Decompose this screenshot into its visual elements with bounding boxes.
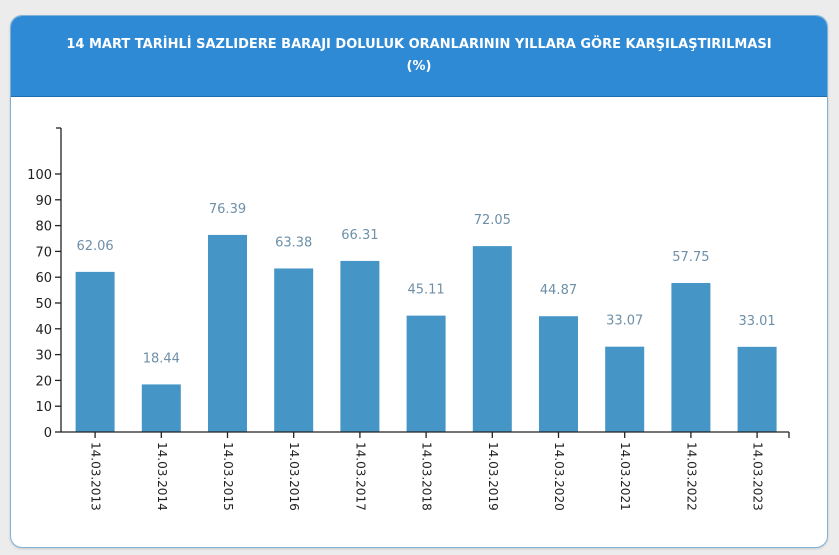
bar-value-label: 76.39	[209, 202, 246, 217]
y-axis: 0 10 20 30 40 50 60 70 80 90 100	[27, 127, 62, 441]
x-tick-label: 14.03.2016	[287, 442, 301, 511]
bar[interactable]	[208, 234, 247, 432]
y-tick-label: 100	[27, 168, 52, 183]
y-tick-label: 80	[35, 220, 52, 235]
bar-value-label: 33.07	[606, 314, 643, 329]
x-tick-label: 14.03.2017	[353, 442, 367, 511]
chart-unit: (%)	[406, 59, 432, 74]
bar[interactable]	[671, 283, 711, 432]
y-tick-label: 70	[35, 245, 52, 260]
bar[interactable]	[340, 260, 380, 432]
bar[interactable]	[406, 315, 446, 432]
bars: 62.06 18.44 76.39 63.38 66.31 45.11 72.05 44.87…	[75, 202, 777, 432]
x-tick-label: 14.03.2019	[486, 442, 500, 511]
y-tick-label: 10	[35, 400, 52, 415]
bar[interactable]	[75, 271, 115, 432]
bar-value-label: 72.05	[474, 213, 511, 228]
bar[interactable]	[605, 346, 645, 432]
bar[interactable]	[141, 384, 181, 432]
y-tick-label: 60	[35, 271, 52, 286]
bar-value-label: 45.11	[407, 283, 444, 298]
y-tick-label: 20	[35, 374, 52, 389]
bar[interactable]	[539, 316, 578, 432]
chart-card: 14 MART TARİHLİ SAZLIDERE BARAJI DOLULUK…	[10, 15, 828, 548]
x-tick-label: 14.03.2015	[221, 442, 235, 511]
bar-value-label: 63.38	[275, 235, 312, 250]
bar-value-label: 33.01	[738, 314, 775, 329]
y-tick-label: 90	[35, 194, 52, 209]
bar-value-label: 18.44	[143, 351, 180, 366]
bar-value-label: 66.31	[341, 228, 378, 243]
chart-header: 14 MART TARİHLİ SAZLIDERE BARAJI DOLULUK…	[11, 16, 827, 97]
x-tick-label: 14.03.2014	[155, 442, 169, 511]
x-tick-label: 14.03.2020	[552, 442, 566, 511]
y-tick-label: 50	[35, 297, 52, 312]
x-tick-label: 14.03.2022	[684, 442, 698, 511]
bar[interactable]	[472, 246, 512, 432]
x-tick-label: 14.03.2021	[618, 442, 632, 511]
bar-value-label: 62.06	[76, 239, 113, 254]
y-tick-label: 0	[44, 426, 52, 441]
x-tick-label: 14.03.2023	[751, 442, 765, 511]
bar-value-label: 44.87	[540, 283, 577, 298]
y-tick-label: 30	[35, 349, 52, 364]
bar[interactable]	[274, 268, 314, 432]
bar[interactable]	[737, 346, 777, 432]
x-tick-label: 14.03.2013	[89, 442, 103, 511]
y-tick-label: 40	[35, 323, 52, 338]
x-axis: 14.03.2013 14.03.2014 14.03.2015 14.03.2016…	[61, 431, 790, 511]
x-tick-label: 14.03.2018	[420, 442, 434, 511]
bar-value-label: 57.75	[672, 250, 709, 265]
chart-title: 14 MART TARİHLİ SAZLIDERE BARAJI DOLULUK…	[66, 37, 772, 52]
